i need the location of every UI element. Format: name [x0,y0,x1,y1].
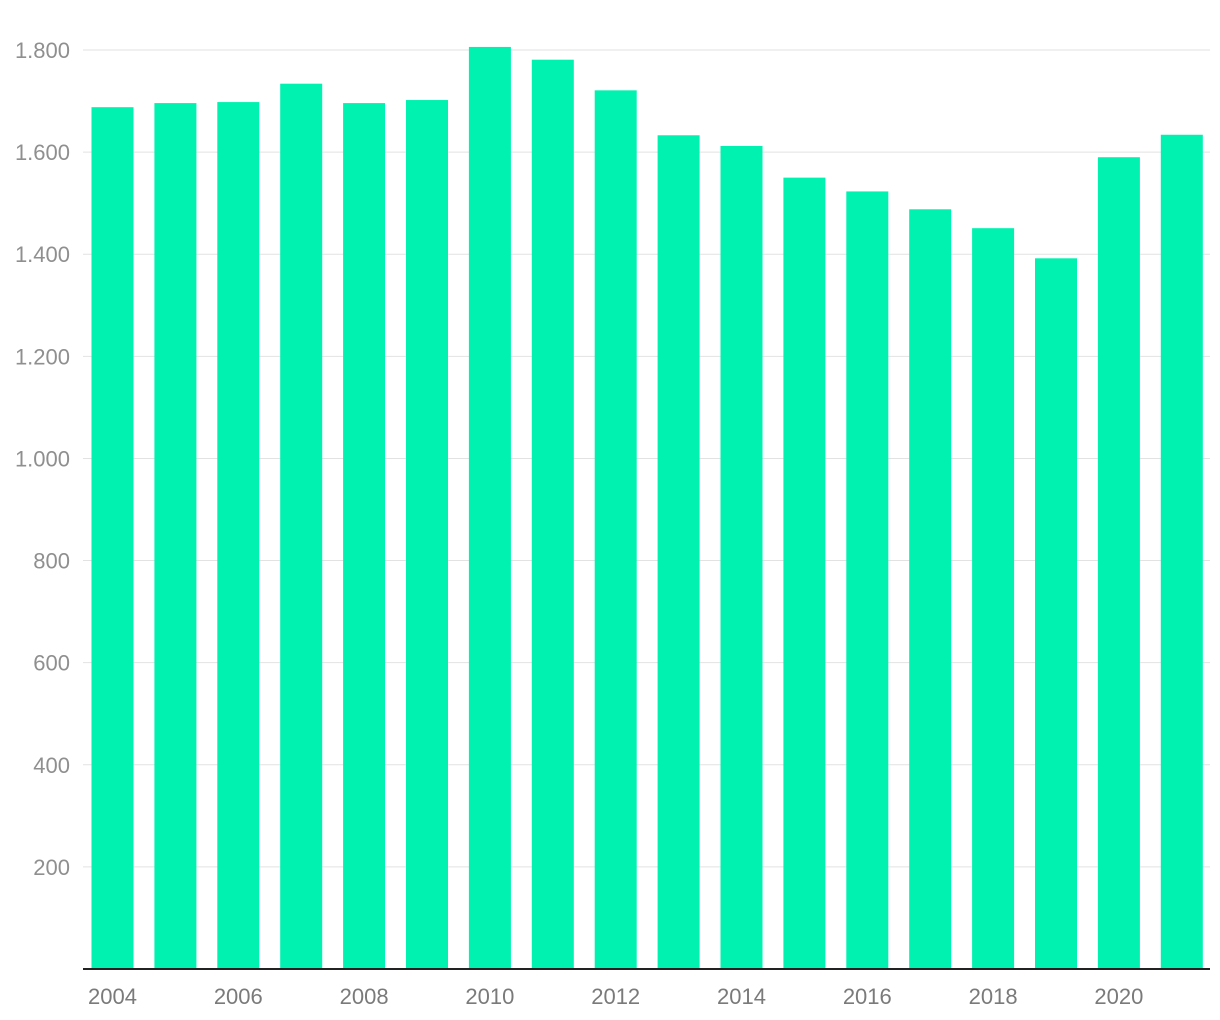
x-tick-label: 2020 [1094,984,1143,1009]
x-tick-label: 2008 [340,984,389,1009]
bar-2018 [972,228,1015,969]
bar-2014 [720,145,763,970]
x-tick-label: 2010 [465,984,514,1009]
x-tick-label: 2014 [717,984,766,1009]
bar-2004 [91,107,134,969]
bar-2008 [343,103,386,969]
y-tick-label: 600 [33,651,70,676]
bar-2013 [657,135,700,970]
bar-2020 [1097,157,1140,969]
y-tick-label: 1.200 [15,344,70,369]
x-tick-label: 2016 [843,984,892,1009]
y-tick-label: 400 [33,753,70,778]
bars [91,46,1203,970]
bar-2016 [846,191,889,969]
y-tick-label: 1.400 [15,242,70,267]
bar-2012 [594,90,637,970]
y-tick-label: 1.600 [15,140,70,165]
x-axis-tick-labels: 2004 2006 2008 2010 2012 2014 2016 2018 2020 [88,984,1143,1009]
bar-2015 [783,177,826,969]
y-tick-label: 1.000 [15,446,70,471]
x-tick-label: 2006 [214,984,263,1009]
bar-2011 [531,59,574,969]
bar-2010 [468,46,511,970]
bar-2017 [909,209,952,969]
x-tick-label: 2012 [591,984,640,1009]
y-tick-label: 200 [33,855,70,880]
bar-2007 [280,83,323,970]
x-tick-label: 2018 [969,984,1018,1009]
bar-2006 [217,102,260,970]
bar-2019 [1035,258,1077,970]
y-tick-label: 1.800 [15,38,70,63]
y-tick-label: 800 [33,549,70,574]
x-tick-label: 2004 [88,984,137,1009]
bar-2009 [406,100,448,970]
bar-2021 [1160,134,1203,970]
y-axis-tick-labels: 200 400 600 800 1.000 1.200 1.400 1.600 1.800 [15,38,70,880]
gridlines [83,49,1210,868]
bar-2005 [154,103,197,969]
